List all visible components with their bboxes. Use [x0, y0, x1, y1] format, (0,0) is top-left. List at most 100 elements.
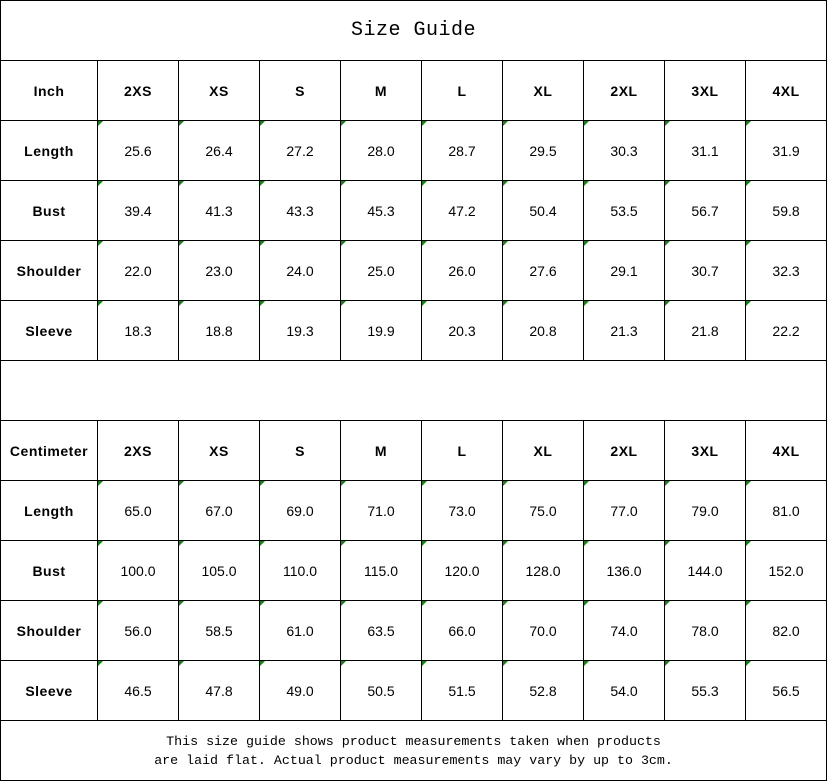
size-header-l: L: [421, 60, 503, 121]
measurement-cell: 152.0: [744, 540, 828, 601]
row-label: Sleeve: [0, 300, 98, 361]
measurement-cell: 25.0: [340, 240, 422, 301]
measurement-cell: 32.3: [744, 240, 828, 301]
size-header-xl: XL: [502, 420, 584, 481]
size-header-3xl: 3XL: [664, 420, 746, 481]
measurement-cell: 75.0: [502, 480, 584, 541]
size-header-m: M: [340, 420, 422, 481]
measurement-cell: 31.9: [744, 120, 828, 181]
measurement-cell: 52.8: [502, 660, 584, 721]
measurement-cell: 50.4: [502, 180, 584, 241]
size-header-4xl: 4XL: [744, 420, 828, 481]
measurement-cell: 20.8: [502, 300, 584, 361]
measurement-cell: 21.8: [664, 300, 746, 361]
measurement-cell: 69.0: [259, 480, 341, 541]
row-label: Length: [0, 480, 98, 541]
measurement-cell: 58.5: [178, 600, 260, 661]
size-header-s: S: [259, 60, 341, 121]
row-label: Shoulder: [0, 240, 98, 301]
table-row-length: Length 65.0 67.0 69.0 71.0 73.0 75.0 77.0 79.0 81…: [0, 480, 828, 541]
size-header-xs: XS: [178, 420, 260, 481]
measurement-cell: 63.5: [340, 600, 422, 661]
size-header-3xl: 3XL: [664, 60, 746, 121]
measurement-cell: 47.2: [421, 180, 503, 241]
measurement-cell: 50.5: [340, 660, 422, 721]
row-label: Shoulder: [0, 600, 98, 661]
measurement-cell: 100.0: [97, 540, 179, 601]
row-label: Bust: [0, 180, 98, 241]
measurement-cell: 56.0: [97, 600, 179, 661]
measurement-cell: 23.0: [178, 240, 260, 301]
measurement-cell: 20.3: [421, 300, 503, 361]
measurement-cell: 73.0: [421, 480, 503, 541]
measurement-cell: 46.5: [97, 660, 179, 721]
size-header-l: L: [421, 420, 503, 481]
measurement-cell: 115.0: [340, 540, 422, 601]
measurement-cell: 56.5: [744, 660, 828, 721]
measurement-cell: 70.0: [502, 600, 584, 661]
unit-header: Inch: [0, 60, 98, 121]
size-header-2xs: 2XS: [97, 60, 179, 121]
measurement-cell: 128.0: [502, 540, 584, 601]
measurement-cell: 105.0: [178, 540, 260, 601]
measurement-cell: 136.0: [583, 540, 665, 601]
measurement-cell: 81.0: [744, 480, 828, 541]
measurement-cell: 29.5: [502, 120, 584, 181]
measurement-cell: 71.0: [340, 480, 422, 541]
measurement-cell: 28.7: [421, 120, 503, 181]
measurement-cell: 27.2: [259, 120, 341, 181]
measurement-cell: 55.3: [664, 660, 746, 721]
size-header-m: M: [340, 60, 422, 121]
table-row-shoulder: Shoulder 22.0 23.0 24.0 25.0 26.0 27.6 29.1 30.7…: [0, 240, 828, 301]
footer-line-2: are laid flat. Actual product measuremen…: [154, 752, 673, 768]
measurement-cell: 25.6: [97, 120, 179, 181]
measurement-cell: 67.0: [178, 480, 260, 541]
table-row-sleeve: Sleeve 18.3 18.8 19.3 19.9 20.3 20.8 21.3 21.8 22…: [0, 300, 828, 361]
measurement-cell: 22.2: [744, 300, 828, 361]
footer-note: This size guide shows product measuremen…: [0, 720, 828, 781]
measurement-cell: 41.3: [178, 180, 260, 241]
header-row: Centimeter 2XS XS S M L XL 2XL 3XL 4XL: [0, 420, 828, 481]
measurement-cell: 120.0: [421, 540, 503, 601]
spacer-row: [0, 360, 828, 421]
measurement-cell: 22.0: [97, 240, 179, 301]
measurement-cell: 26.0: [421, 240, 503, 301]
size-header-2xs: 2XS: [97, 420, 179, 481]
measurement-cell: 59.8: [744, 180, 828, 241]
row-label: Bust: [0, 540, 98, 601]
measurement-cell: 77.0: [583, 480, 665, 541]
blank-cell: [0, 360, 828, 421]
measurement-cell: 51.5: [421, 660, 503, 721]
measurement-cell: 47.8: [178, 660, 260, 721]
size-guide-title: Size Guide: [0, 0, 828, 61]
measurement-cell: 110.0: [259, 540, 341, 601]
measurement-cell: 53.5: [583, 180, 665, 241]
measurement-cell: 31.1: [664, 120, 746, 181]
size-header-xs: XS: [178, 60, 260, 121]
measurement-cell: 29.1: [583, 240, 665, 301]
measurement-cell: 66.0: [421, 600, 503, 661]
measurement-cell: 21.3: [583, 300, 665, 361]
measurement-cell: 28.0: [340, 120, 422, 181]
measurement-cell: 19.9: [340, 300, 422, 361]
measurement-cell: 65.0: [97, 480, 179, 541]
measurement-cell: 43.3: [259, 180, 341, 241]
measurement-cell: 61.0: [259, 600, 341, 661]
size-header-2xl: 2XL: [583, 60, 665, 121]
size-header-xl: XL: [502, 60, 584, 121]
footer-line-1: This size guide shows product measuremen…: [166, 733, 661, 749]
header-row: Inch 2XS XS S M L XL 2XL 3XL 4XL: [0, 60, 828, 121]
measurement-cell: 144.0: [664, 540, 746, 601]
measurement-cell: 78.0: [664, 600, 746, 661]
measurement-cell: 39.4: [97, 180, 179, 241]
measurement-cell: 24.0: [259, 240, 341, 301]
row-label: Sleeve: [0, 660, 98, 721]
size-header-2xl: 2XL: [583, 420, 665, 481]
row-label: Length: [0, 120, 98, 181]
measurement-cell: 82.0: [744, 600, 828, 661]
measurement-cell: 19.3: [259, 300, 341, 361]
table-row-shoulder: Shoulder 56.0 58.5 61.0 63.5 66.0 70.0 74.0 78.0…: [0, 600, 828, 661]
size-header-s: S: [259, 420, 341, 481]
size-header-4xl: 4XL: [744, 60, 828, 121]
measurement-cell: 26.4: [178, 120, 260, 181]
